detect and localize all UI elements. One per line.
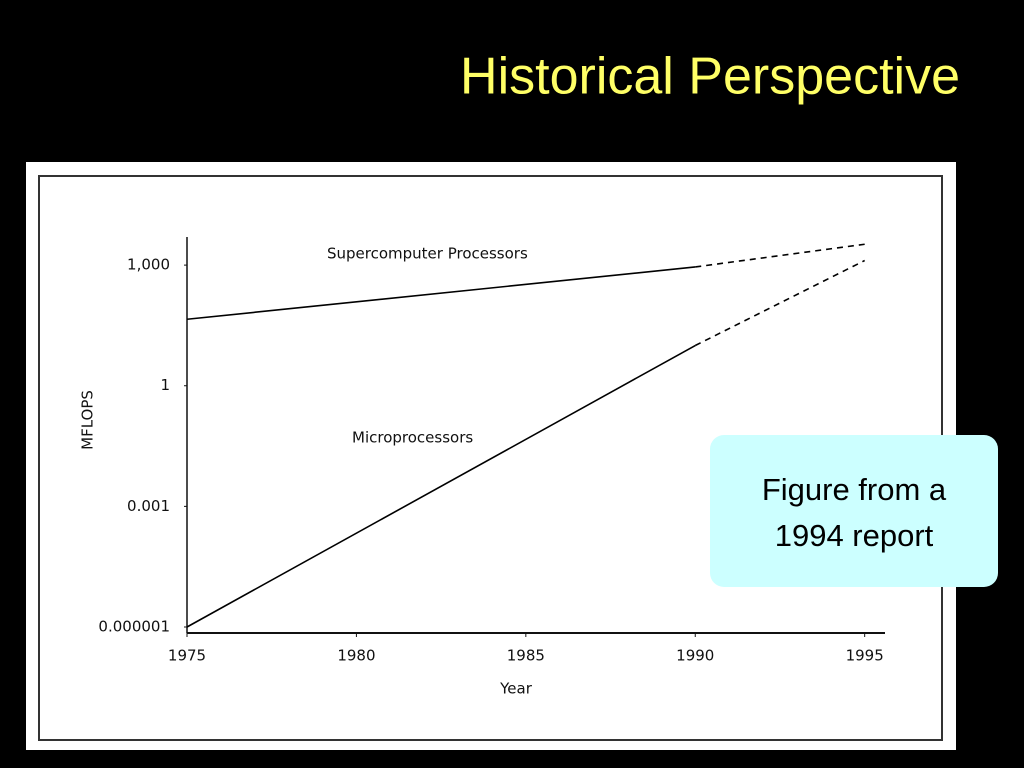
projected-line [694, 259, 866, 347]
callout-text: 1994 report [775, 518, 934, 553]
callout-text: Figure from a [762, 472, 947, 507]
y-tick-label: 1,000 [127, 256, 170, 274]
series-line [186, 266, 696, 321]
x-tick-label: 1990 [676, 647, 714, 665]
chart: 0.000001 0.001 1 1,000 1975 1980 1985 1990 1995 Y… [79, 237, 885, 698]
x-axis-label: Year [499, 680, 533, 698]
series-label: Microprocessors [352, 429, 473, 447]
series-line [186, 344, 696, 628]
y-tick-label: 0.001 [127, 497, 170, 515]
x-tick-label: 1985 [507, 647, 545, 665]
y-tick-label: 0.000001 [98, 618, 170, 636]
x-tick-label: 1980 [337, 647, 375, 665]
x-tick-label: 1975 [168, 647, 206, 665]
slide-title: Historical Perspective [460, 48, 960, 106]
callout-box [710, 435, 998, 587]
y-axis-label: MFLOPS [79, 390, 97, 450]
x-tick-label: 1995 [846, 647, 884, 665]
y-tick-label: 1 [160, 376, 170, 394]
series-label: Supercomputer Processors [327, 245, 528, 263]
